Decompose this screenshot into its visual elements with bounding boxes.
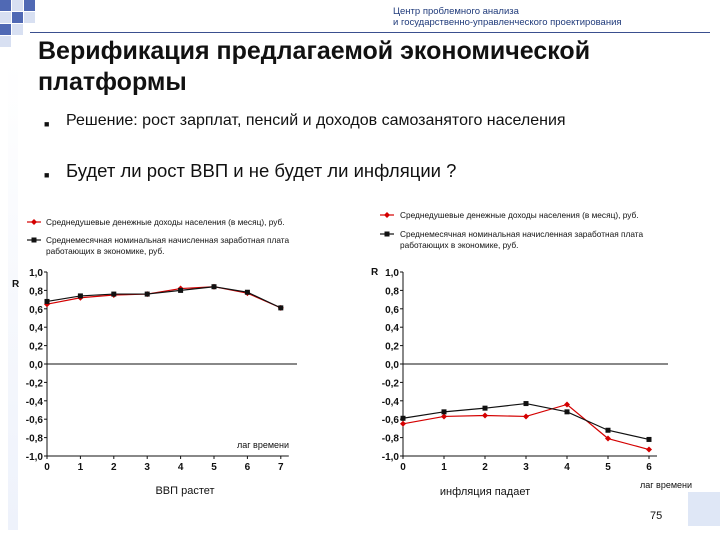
corner-decoration <box>688 492 720 526</box>
left-decorative-strip <box>8 60 18 530</box>
chart-1-series-2-point-5 <box>178 287 184 293</box>
chart-1-legend-text-1-1: Среднедушевые денежные доходы населения … <box>46 217 285 227</box>
chart-2-y-tick-label-11: -1,0 <box>382 452 400 463</box>
slide-title: Верификация предлагаемой экономической п… <box>38 37 591 96</box>
chart-2-series-1-point-6 <box>605 435 611 442</box>
chart-2-legend-text-2-1: Среднемесячная номинальная начисленная з… <box>400 229 643 239</box>
chart-2-y-tick-label-10: -0,8 <box>382 434 400 445</box>
chart-2-legend-text-2-2: работающих в экономике, руб. <box>400 240 518 250</box>
chart-2-series-1-point-5 <box>564 401 570 408</box>
chart-2-y-tick-label-2: 0,8 <box>385 286 399 297</box>
chart-1-y-tick-label-1: 1,0 <box>29 268 43 279</box>
chart-2-y-label: R <box>371 267 379 278</box>
chart-1-y-tick-label-9: -0,6 <box>26 415 44 426</box>
chart-2-x-tick-label-1: 0 <box>400 462 406 473</box>
chart-1-series-2-point-7 <box>244 289 250 295</box>
chart-2-y-tick-label-9: -0,6 <box>382 415 400 426</box>
chart-2-series-2-point-4 <box>523 401 529 407</box>
chart-2-x-tick-label-5: 4 <box>564 462 570 473</box>
bullet-text-1: Решение: рост зарплат, пенсий и доходов … <box>66 112 566 129</box>
chart-1-x-tick-label-8: 7 <box>278 462 284 473</box>
chart-2-y-tick-label-3: 0,6 <box>385 305 399 316</box>
org-line-1: Центр проблемного анализа <box>393 6 519 17</box>
chart-1-series-2-point-3 <box>111 291 117 297</box>
header-divider <box>30 32 710 33</box>
chart-2-series-1-point-1 <box>400 420 406 427</box>
chart-1-legend-marker-1 <box>31 219 37 225</box>
chart-1-y-tick-label-11: -1,0 <box>26 452 44 463</box>
chart-1-x-tick-label-3: 2 <box>111 462 117 473</box>
chart-2-x-tick-label-4: 3 <box>523 462 529 473</box>
chart-1-legend-text-2-1: Среднемесячная номинальная начисленная з… <box>46 235 289 245</box>
chart-1-series-2-point-6 <box>211 284 217 290</box>
chart-1-series-2-point-2 <box>77 293 83 299</box>
chart-1-x-tick-label-1: 0 <box>44 462 50 473</box>
chart-1-series-line-2 <box>46 286 282 309</box>
bullet-marker-1: ■ <box>44 119 50 129</box>
chart-2-series-2-point-1 <box>400 415 406 421</box>
chart-1-series-2-point-8 <box>278 305 284 311</box>
chart-2-series-2-point-5 <box>564 409 570 415</box>
chart-1-y-tick-label-8: -0,4 <box>26 397 44 408</box>
chart-1-y-tick-label-5: 0,2 <box>29 342 43 353</box>
chart-2-series-2-point-6 <box>605 427 611 433</box>
chart-1-y-tick-label-6: 0,0 <box>29 360 43 371</box>
chart-1-y-tick-label-7: -0,2 <box>26 378 44 389</box>
chart-2-y-tick-label-6: 0,0 <box>385 360 399 371</box>
chart-1-series-line-1 <box>46 286 282 309</box>
chart-2-series-2-point-7 <box>646 436 652 442</box>
org-line-2: и государственно-управленческого проекти… <box>393 17 622 28</box>
chart-2-y-tick-label-4: 0,4 <box>385 323 399 334</box>
page-number: 75 <box>650 510 663 522</box>
chart-1-x-label: лаг времени <box>237 440 289 450</box>
chart-2-x-tick-label-6: 5 <box>605 462 611 473</box>
chart-2-caption: инфляция падает <box>440 486 530 498</box>
decorative-squares <box>0 0 35 47</box>
chart-2-series-1-point-3 <box>482 412 488 419</box>
chart-2-x-label: лаг времени <box>640 480 692 490</box>
chart-1-y-tick-label-4: 0,4 <box>29 323 43 334</box>
chart-1-x-tick-label-4: 3 <box>144 462 150 473</box>
chart-2-legend-marker-1 <box>384 212 390 218</box>
chart-2-y-tick-label-8: -0,4 <box>382 397 400 408</box>
chart-1-series-2-point-1 <box>44 298 50 304</box>
chart-2-series-1-point-7 <box>646 446 652 453</box>
chart-1-legend-marker-2 <box>31 237 37 243</box>
chart-2-y-tick-label-5: 0,2 <box>385 342 399 353</box>
chart-1-y-tick-label-3: 0,6 <box>29 305 43 316</box>
chart-1-y-tick-label-10: -0,8 <box>26 434 44 445</box>
chart-1-x-tick-label-2: 1 <box>78 462 84 473</box>
chart-2-series-line-2 <box>402 402 650 441</box>
chart-1-legend-text-2-2: работающих в экономике, руб. <box>46 246 164 256</box>
chart-2-y-tick-label-1: 1,0 <box>385 268 399 279</box>
chart-2-series-line-1 <box>402 403 650 451</box>
chart-2-x-tick-label-2: 1 <box>441 462 447 473</box>
chart-2-legend-text-1-1: Среднедушевые денежные доходы населения … <box>400 210 639 220</box>
chart-1-x-tick-label-5: 4 <box>178 462 184 473</box>
chart-1-x-tick-label-7: 6 <box>245 462 251 473</box>
chart-2-legend-marker-2 <box>384 231 390 237</box>
chart-2-x-tick-label-3: 2 <box>482 462 488 473</box>
chart-1-y-label: R <box>12 279 20 290</box>
chart-2-x-tick-label-7: 6 <box>646 462 652 473</box>
organization-header: Центр проблемного анализа и государствен… <box>393 6 703 28</box>
chart-1-x-tick-label-6: 5 <box>211 462 217 473</box>
chart-1-y-tick-label-2: 0,8 <box>29 286 43 297</box>
chart-2-series-2-point-2 <box>441 409 447 415</box>
bullet-marker-2: ■ <box>44 170 50 180</box>
chart-1-series-2-point-4 <box>144 291 150 297</box>
chart-2-y-tick-label-7: -0,2 <box>382 378 400 389</box>
chart-2-series-1-point-4 <box>523 413 529 420</box>
chart-2-series-1-point-2 <box>441 413 447 420</box>
bullet-text-2: Будет ли рост ВВП и не будет ли инфляции… <box>66 160 457 181</box>
chart-1-caption: ВВП растет <box>155 485 214 497</box>
chart-2-series-2-point-3 <box>482 405 488 411</box>
